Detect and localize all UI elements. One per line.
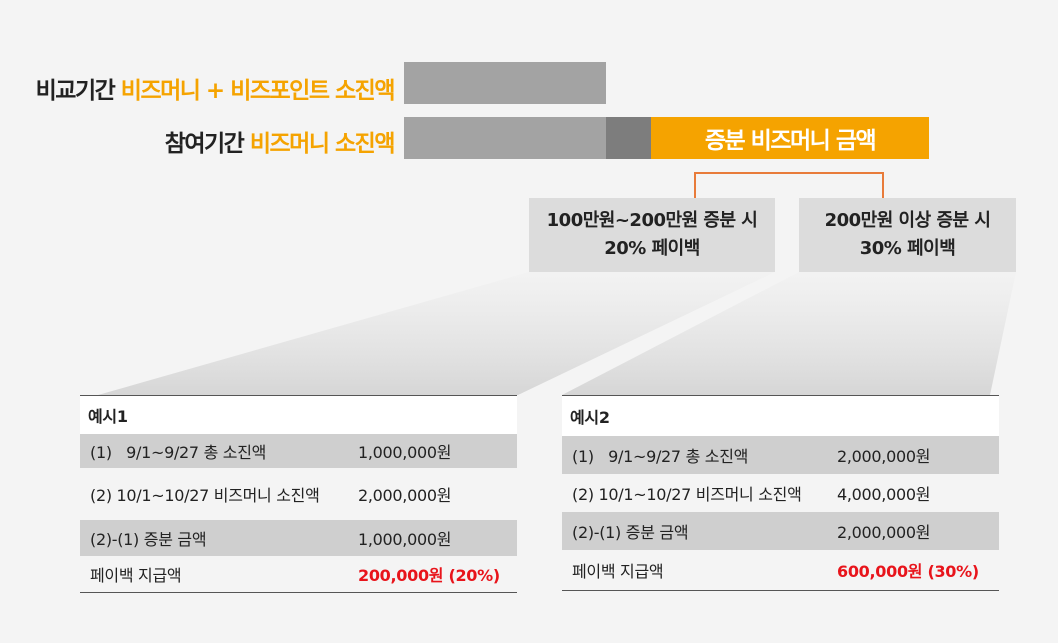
table-row: 페이백 지급액 600,000원 (30%) <box>562 550 999 590</box>
example-title: 예시1 <box>80 396 517 434</box>
participation-highlight: 비즈머니 소진액 <box>249 131 396 157</box>
example-title: 예시2 <box>562 396 999 436</box>
row-label: (2)-(1) 증분 금액 <box>90 530 207 549</box>
row-label: (2) 10/1~10/27 비즈머니 소진액 <box>572 485 802 504</box>
row-label: (2) 10/1~10/27 비즈머니 소진액 <box>90 486 320 505</box>
payback-value: 200,000원 (20%) <box>358 566 500 585</box>
example-table-2: 예시2 (1) 9/1~9/27 총 소진액 2,000,000원 (2) 10… <box>562 395 999 591</box>
row-value: 4,000,000원 <box>837 485 931 504</box>
table-row: (2)-(1) 증분 금액 1,000,000원 <box>80 520 517 556</box>
increment-bar: 증분 비즈머니 금액 <box>651 117 929 159</box>
tier-box-20: 100만원~200만원 증분 시 20% 페이백 <box>529 198 775 272</box>
row-label: (1) 9/1~9/27 총 소진액 <box>572 447 749 466</box>
comparison-prefix: 비교기간 <box>35 78 116 104</box>
increment-label: 증분 비즈머니 금액 <box>704 128 877 154</box>
participation-bar-threshold <box>606 117 651 159</box>
payback-value: 600,000원 (30%) <box>837 562 979 581</box>
row-value: 2,000,000원 <box>837 523 931 542</box>
row-label: 페이백 지급액 <box>572 562 664 581</box>
tier-line1: 100만원~200만원 증분 시 <box>546 210 758 231</box>
table-row: (1) 9/1~9/27 총 소진액 1,000,000원 <box>80 434 517 468</box>
participation-bar-base <box>404 117 606 159</box>
table-row: 페이백 지급액 200,000원 (20%) <box>80 556 517 592</box>
participation-prefix: 참여기간 <box>164 131 245 157</box>
comparison-bar <box>404 62 606 104</box>
row-label: (2)-(1) 증분 금액 <box>572 523 689 542</box>
tier-line2: 30% 페이백 <box>859 238 956 259</box>
tier-line1: 200만원 이상 증분 시 <box>824 210 991 231</box>
example-table-1: 예시1 (1) 9/1~9/27 총 소진액 1,000,000원 (2) 10… <box>80 395 517 593</box>
participation-label: 참여기간 비즈머니 소진액 <box>164 124 396 158</box>
connector-bracket <box>694 172 884 198</box>
comparison-highlight: 비즈머니 + 비즈포인트 소진액 <box>120 78 396 104</box>
table-row: (2) 10/1~10/27 비즈머니 소진액 4,000,000원 <box>562 474 999 512</box>
row-label: 페이백 지급액 <box>90 566 182 585</box>
row-label: (1) 9/1~9/27 총 소진액 <box>90 443 267 462</box>
table-row: (2)-(1) 증분 금액 2,000,000원 <box>562 512 999 550</box>
tier-box-30: 200만원 이상 증분 시 30% 페이백 <box>799 198 1016 272</box>
row-value: 1,000,000원 <box>358 443 452 462</box>
row-value: 1,000,000원 <box>358 530 452 549</box>
table-row: (2) 10/1~10/27 비즈머니 소진액 2,000,000원 <box>80 468 517 520</box>
table-row: (1) 9/1~9/27 총 소진액 2,000,000원 <box>562 436 999 474</box>
comparison-label: 비교기간 비즈머니 + 비즈포인트 소진액 <box>35 71 396 105</box>
row-value: 2,000,000원 <box>358 486 452 505</box>
row-value: 2,000,000원 <box>837 447 931 466</box>
funnel-left <box>98 272 775 395</box>
tier-line2: 20% 페이백 <box>604 238 700 259</box>
funnel-right <box>562 272 1016 395</box>
